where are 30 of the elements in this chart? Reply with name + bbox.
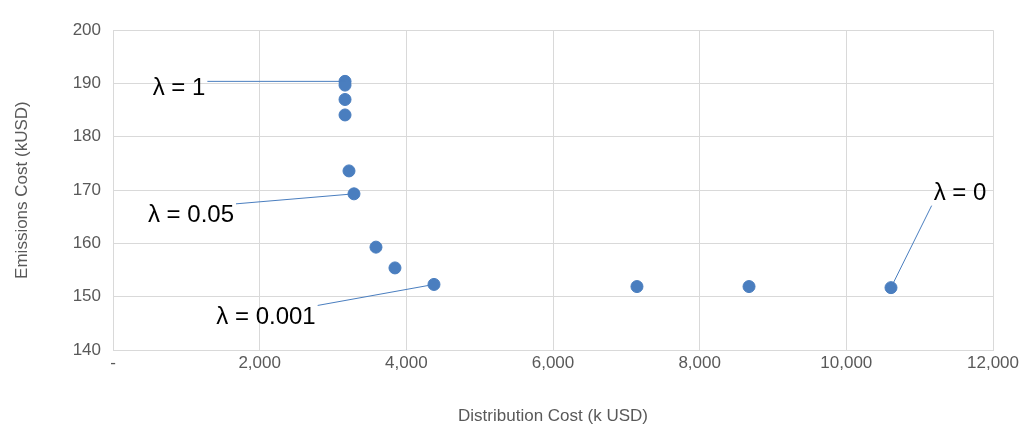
point xyxy=(347,187,361,201)
x-axis-title: Distribution Cost (k USD) xyxy=(458,406,648,426)
y-tick-label: 150 xyxy=(72,286,101,306)
x-tick-label: 2,000 xyxy=(238,352,281,372)
annotation: λ = 0.001 xyxy=(216,302,316,330)
y-tick-label: 170 xyxy=(72,179,101,199)
y-axis-title: Emissions Cost (kUSD) xyxy=(11,101,31,279)
x-tick-label: 12,000 xyxy=(967,352,1019,372)
point xyxy=(884,281,898,295)
y-tick-label: 160 xyxy=(72,233,101,253)
x-tick-label: 10,000 xyxy=(820,352,873,372)
y-tick-label: 180 xyxy=(72,126,101,146)
annotation: λ = 0 xyxy=(933,178,987,206)
point xyxy=(338,108,352,122)
x-tick-label: 6,000 xyxy=(531,352,575,372)
y-tick-label: 190 xyxy=(72,73,101,93)
point xyxy=(742,280,756,294)
y-tick-label: 140 xyxy=(72,339,101,359)
x-tick-label: 4,000 xyxy=(385,352,428,372)
x-tick-label: 8,000 xyxy=(678,352,721,372)
point xyxy=(338,92,352,106)
point xyxy=(388,261,402,275)
annotation: λ = 0.05 xyxy=(147,200,234,228)
point xyxy=(630,280,644,294)
point xyxy=(369,240,383,254)
y-tick-label: 200 xyxy=(72,19,101,39)
annotation: λ = 1 xyxy=(152,72,206,100)
x-tick-label: - xyxy=(110,352,116,372)
point xyxy=(427,277,441,291)
point xyxy=(342,164,356,178)
